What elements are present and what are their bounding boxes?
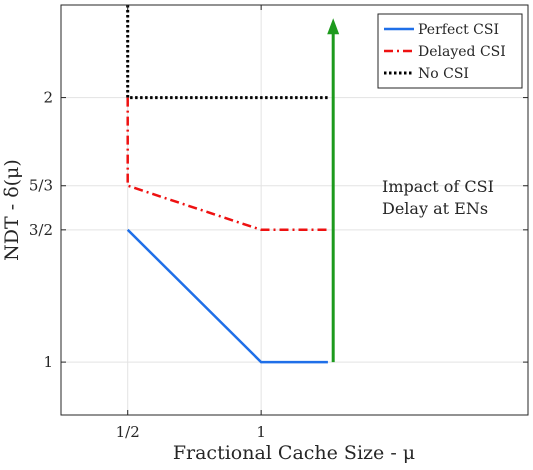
legend: Perfect CSI Delayed CSI No CSI (377, 13, 523, 89)
series-line-delayed-csi (126, 97, 328, 232)
x-tick-label: 1/2 (116, 423, 140, 441)
y-tick-label: 5/3 (29, 177, 53, 195)
x-tick-labels: 1/2 1 (116, 423, 266, 441)
ticks (61, 5, 528, 415)
y-tick-labels: 1 3/2 5/3 2 (29, 89, 53, 372)
annotation-layer: Impact of CSI Delay at ENs (327, 18, 494, 363)
y-tick-label: 2 (43, 89, 53, 107)
annotation-text-line-1: Impact of CSI (382, 177, 494, 196)
y-tick-label: 1 (43, 353, 53, 371)
plot-frame (60, 4, 529, 416)
series-line-perfect-csi (126, 228, 328, 364)
legend-box (377, 13, 523, 89)
legend-label-perfect-csi: Perfect CSI (418, 22, 499, 38)
y-tick-label: 3/2 (29, 221, 53, 239)
x-axis-label: Fractional Cache Size - μ (173, 442, 415, 464)
x-tick-label: 1 (256, 423, 266, 441)
annotation-text-line-2: Delay at ENs (382, 199, 488, 218)
legend-label-no-csi: No CSI (418, 66, 469, 82)
series-layer (126, 5, 328, 364)
legend-label-delayed-csi: Delayed CSI (418, 44, 506, 60)
y-axis-label: NDT - δ(μ) (1, 159, 23, 261)
impact-arrow-head (327, 18, 340, 35)
series-line-no-csi (126, 5, 328, 100)
